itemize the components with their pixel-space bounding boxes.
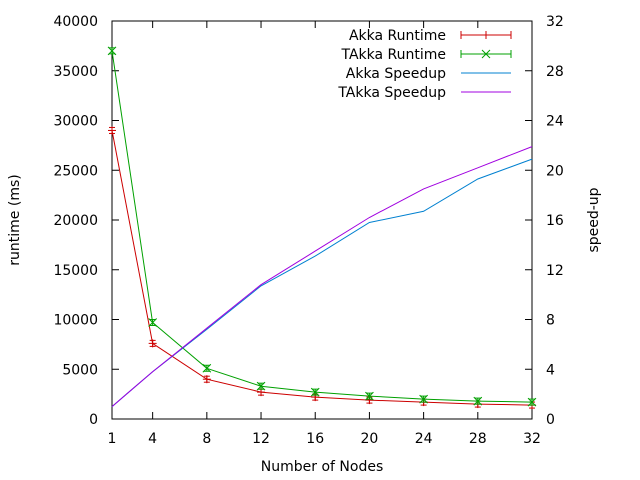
marker-stroke bbox=[365, 391, 374, 401]
data-point bbox=[148, 339, 157, 348]
y2-tick-label: 8 bbox=[546, 313, 555, 329]
data-point bbox=[202, 375, 211, 384]
x-tick-label: 4 bbox=[148, 431, 157, 447]
legend-label: Akka Speedup bbox=[346, 66, 446, 82]
data-point bbox=[527, 397, 537, 407]
series-line-akka-speedup bbox=[111, 158, 533, 407]
data-point bbox=[419, 394, 428, 404]
x-tick-label: 12 bbox=[252, 431, 270, 447]
data-point bbox=[365, 391, 374, 401]
marker-stroke bbox=[473, 396, 483, 406]
marker-stroke bbox=[202, 363, 212, 373]
x-axis-label: Number of Nodes bbox=[261, 459, 383, 475]
y2-axis-label: speed-up bbox=[586, 187, 602, 252]
y-tick-label: 35000 bbox=[53, 64, 98, 80]
legend-marker bbox=[481, 49, 491, 59]
y-axis-label: runtime (ms) bbox=[7, 174, 23, 265]
marker-stroke bbox=[148, 318, 157, 327]
series-line-takka-runtime bbox=[111, 50, 533, 403]
x-tick-label: 1 bbox=[108, 431, 117, 447]
data-point bbox=[107, 46, 117, 56]
plot-frame bbox=[111, 20, 533, 420]
x-tick-label: 20 bbox=[361, 431, 379, 447]
x-tick-label: 16 bbox=[306, 431, 324, 447]
y-tick-label: 10000 bbox=[53, 313, 98, 329]
y2-tick-label: 32 bbox=[546, 14, 564, 30]
legend-label: TAkka Runtime bbox=[340, 47, 446, 63]
y2-tick-label: 20 bbox=[546, 163, 564, 179]
x-tick-label: 8 bbox=[202, 431, 211, 447]
data-point bbox=[310, 387, 320, 397]
marker-stroke bbox=[107, 46, 117, 56]
y2-tick-label: 0 bbox=[546, 412, 555, 428]
y2-tick-label: 28 bbox=[546, 64, 564, 80]
x-tick-label: 24 bbox=[415, 431, 433, 447]
marker-stroke bbox=[481, 49, 491, 59]
y-tick-label: 15000 bbox=[53, 263, 98, 279]
data-point bbox=[256, 381, 266, 391]
marker-stroke bbox=[310, 387, 320, 397]
series-line-takka-speedup bbox=[111, 146, 533, 407]
legend-label: TAkka Speedup bbox=[337, 85, 446, 101]
x-tick-label: 32 bbox=[523, 431, 541, 447]
y-tick-label: 40000 bbox=[53, 14, 98, 30]
marker-stroke bbox=[419, 394, 428, 404]
series bbox=[107, 46, 537, 410]
y2-tick-label: 12 bbox=[546, 263, 564, 279]
y2-tick-label: 4 bbox=[546, 362, 555, 378]
legend: Akka Runtime TAkka Runtime Akka Speedup TAk… bbox=[337, 28, 512, 101]
y-tick-label: 0 bbox=[89, 412, 98, 428]
y-tick-label: 20000 bbox=[53, 213, 98, 229]
data-point bbox=[108, 126, 116, 135]
y2-tick-label: 16 bbox=[546, 213, 564, 229]
marker-stroke bbox=[527, 397, 537, 407]
data-point bbox=[148, 318, 157, 327]
y-tick-label: 25000 bbox=[53, 163, 98, 179]
legend-marker bbox=[482, 31, 490, 39]
marker-stroke bbox=[256, 381, 266, 391]
legend-label: Akka Runtime bbox=[349, 28, 446, 44]
y2-tick-label: 24 bbox=[546, 114, 564, 130]
y-tick-label: 5000 bbox=[62, 362, 98, 378]
data-point bbox=[202, 363, 212, 373]
data-point bbox=[473, 396, 483, 406]
ticks: 0 5000 10000 15000 20000 25000 30000 35000 40000… bbox=[53, 14, 563, 447]
y-tick-label: 30000 bbox=[53, 114, 98, 130]
x-tick-label: 28 bbox=[469, 431, 487, 447]
